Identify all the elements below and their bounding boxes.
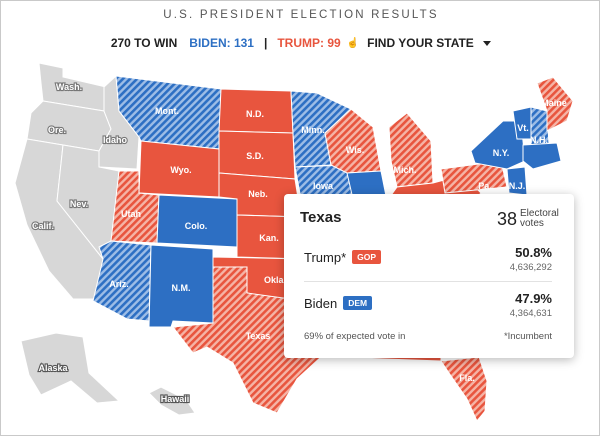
tally-separator: | <box>263 36 268 50</box>
state-florida[interactable] <box>440 356 488 422</box>
chevron-down-icon <box>483 41 492 47</box>
state-label-sd: S.D. <box>246 151 264 161</box>
candidate-percent: 47.9% <box>515 291 552 306</box>
trump-count: TRUMP: 99 <box>277 36 341 50</box>
state-maine[interactable] <box>536 76 574 132</box>
state-arizona[interactable] <box>92 240 152 322</box>
tooltip-electoral-votes: 38 Electoral votes <box>496 208 560 230</box>
state-label-wis: Wis. <box>346 145 364 155</box>
state-label-nj: N.J. <box>509 181 526 191</box>
state-label-nh: N.H. <box>530 135 548 145</box>
state-hawaii[interactable] <box>148 386 196 416</box>
state-label-idaho: Idaho <box>103 135 128 145</box>
state-label-neb: Neb. <box>248 189 268 199</box>
state-results-tooltip: Texas 38 Electoral votes Trump* GOP 50.8%… <box>284 194 574 358</box>
state-massachusetts-region[interactable] <box>522 142 562 170</box>
state-label-kan: Kan. <box>259 233 279 243</box>
state-label-pa: Pa. <box>478 181 492 191</box>
state-label-nev: Nev. <box>70 199 88 209</box>
tooltip-state-name: Texas <box>300 209 342 226</box>
divider <box>304 281 552 282</box>
state-label-ariz: Ariz. <box>109 279 129 289</box>
state-label-nd: N.D. <box>246 109 264 119</box>
state-label-fla: Fla. <box>459 373 475 383</box>
candidate-row-biden: Biden DEM 47.9% 4,364,631 <box>304 288 552 324</box>
state-label-iowa: Iowa <box>313 181 334 191</box>
state-label-alaska: Alaska <box>38 363 68 373</box>
expected-vote-note: 69% of expected vote in <box>304 331 406 342</box>
find-your-state-label: FIND YOUR STATE <box>367 36 474 50</box>
state-label-mich: Mich. <box>393 165 416 175</box>
state-label-maine: Maine <box>541 98 567 108</box>
state-label-okla: Okla. <box>264 275 286 285</box>
state-label-nm: N.M. <box>172 283 191 293</box>
state-new-mexico[interactable] <box>148 244 214 328</box>
state-label-utah: Utah <box>121 209 141 219</box>
page-title: U.S. PRESIDENT ELECTION RESULTS <box>163 9 439 21</box>
to-win-label: 270 TO WIN <box>110 36 178 50</box>
state-label-hawaii: Hawaii <box>161 394 190 404</box>
state-label-vt: Vt. <box>517 123 529 133</box>
state-label-colo: Colo. <box>185 221 208 231</box>
state-label-minn: Minn. <box>301 125 325 135</box>
electoral-votes-number: 38 <box>496 209 517 229</box>
state-label-ore: Ore. <box>48 125 66 135</box>
candidate-row-trump: Trump* GOP 50.8% 4,636,292 <box>304 242 552 278</box>
state-label-texas: Texas <box>246 331 271 341</box>
state-label-calif: Calif. <box>32 221 54 231</box>
state-alaska[interactable] <box>20 332 121 404</box>
party-badge-dem: DEM <box>343 296 373 310</box>
state-label-ny: N.Y. <box>493 148 510 158</box>
biden-count: BIDEN: 131 <box>189 36 254 50</box>
party-badge-gop: GOP <box>352 250 382 264</box>
candidate-votes: 4,636,292 <box>509 262 552 273</box>
candidate-name: Biden <box>304 296 338 311</box>
candidate-votes: 4,364,631 <box>509 308 552 319</box>
state-michigan[interactable] <box>388 112 434 188</box>
state-label-wyo: Wyo. <box>170 165 191 175</box>
find-your-state-dropdown[interactable]: FIND YOUR STATE <box>367 36 492 50</box>
results-tally-bar: 270 TO WIN BIDEN: 131 | TRUMP: 99 ☝ FIND… <box>1 35 600 51</box>
state-label-mont: Mont. <box>155 106 179 116</box>
state-label-wash: Wash. <box>56 82 82 92</box>
incumbent-note: *Incumbent <box>503 331 552 342</box>
candidate-name: Trump* <box>304 250 347 265</box>
electoral-votes-label: Electoral votes <box>520 208 559 229</box>
candidate-percent: 50.8% <box>515 245 552 260</box>
hand-pointer-icon: ☝ <box>346 37 360 49</box>
